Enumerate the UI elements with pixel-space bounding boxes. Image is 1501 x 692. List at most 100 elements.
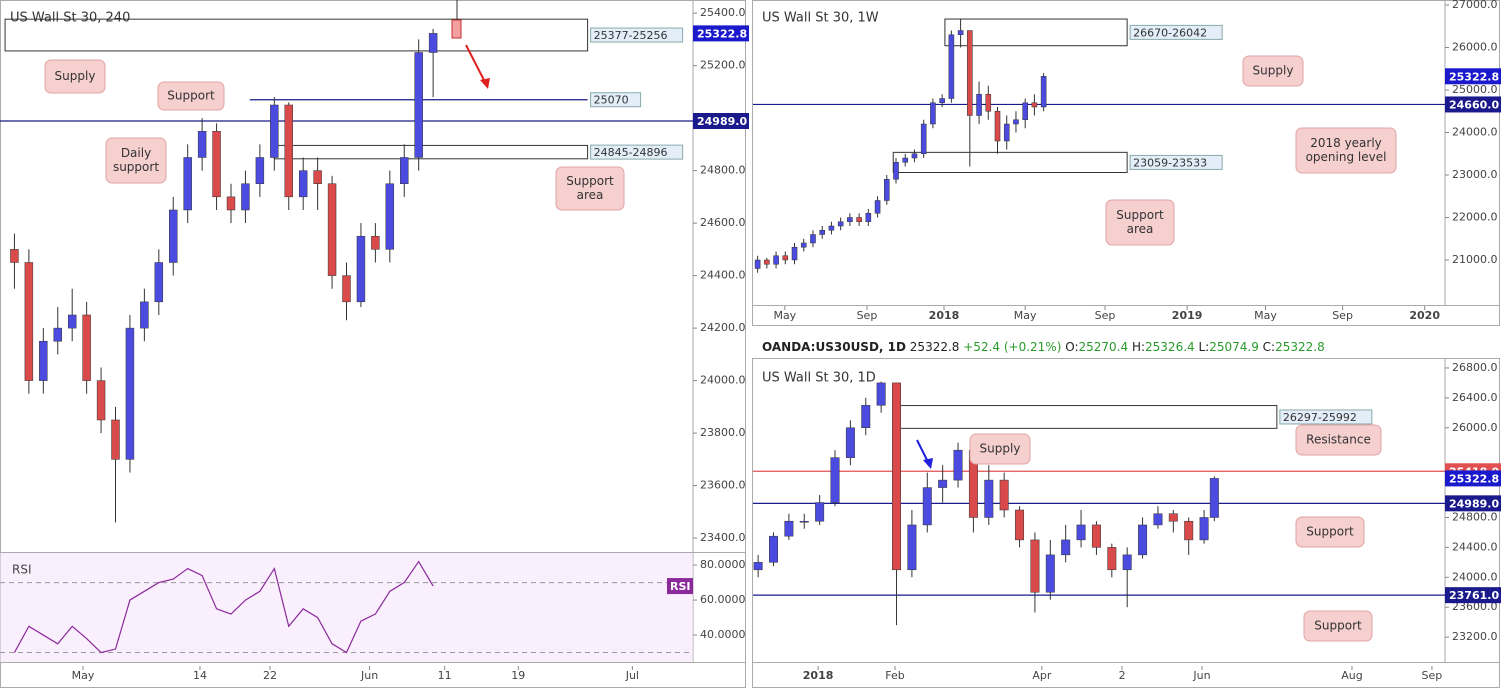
x-tick-label: Sep: [1332, 309, 1353, 322]
candle-body: [782, 255, 789, 261]
candle-body: [270, 104, 279, 158]
candle-body: [994, 111, 1001, 142]
candle-body: [1138, 524, 1148, 556]
last-price-label: 25322.8: [697, 27, 747, 40]
callout: [555, 166, 625, 211]
zone: [4, 18, 589, 52]
callout: [1303, 610, 1373, 642]
y-tick-label: 24000.0: [700, 374, 746, 387]
candle-body: [753, 562, 763, 571]
zone-label: 24845-24896: [594, 146, 668, 159]
candle-body: [96, 380, 106, 421]
x-tick-label: May: [1014, 309, 1037, 322]
candle-body: [400, 157, 409, 184]
x-tick-label: Sep: [1095, 309, 1116, 322]
candle-body: [356, 235, 366, 303]
callout: [1295, 424, 1382, 456]
candle-body: [1153, 513, 1163, 526]
zone-label-box: [1129, 24, 1223, 40]
candle-body: [883, 179, 890, 201]
candle-body: [856, 217, 862, 222]
callout-text: area: [1127, 222, 1154, 236]
candle-body: [414, 52, 423, 158]
price-tag: [1445, 587, 1501, 604]
candle-body: [892, 382, 902, 571]
candle-body: [784, 520, 794, 537]
zone-label-box: [590, 27, 684, 43]
candle-body: [327, 183, 337, 276]
candle-body: [255, 157, 265, 184]
candle-body: [226, 196, 236, 211]
x-tick-label: 14: [193, 669, 207, 682]
change: +52.4 (+0.21%): [963, 340, 1061, 354]
candle-body: [865, 212, 872, 222]
callout: [105, 137, 167, 184]
candle-body: [769, 535, 778, 563]
rsi-tag: [667, 578, 693, 595]
candle-body: [342, 275, 351, 303]
y-tick-label: 24000.0: [1452, 126, 1498, 139]
candle-body: [819, 229, 825, 235]
candle-body: [1107, 547, 1117, 571]
candle-body: [428, 33, 438, 53]
x-tick-label: Aug: [1341, 669, 1362, 682]
x-tick-label: May: [72, 669, 95, 682]
callout: [1295, 516, 1365, 548]
callout-text: Supply: [55, 69, 96, 83]
x-tick-label: May: [773, 309, 796, 322]
level-label-box: [590, 92, 642, 108]
last-price-label: 25322.8: [1449, 70, 1499, 83]
candle-body: [385, 183, 395, 250]
candle-body: [154, 262, 164, 303]
y-tick-label: 23800.0: [700, 426, 746, 439]
last-price-tag: [693, 25, 749, 42]
candle-body: [140, 301, 149, 329]
candle-body: [920, 123, 927, 155]
callout-text: Support: [1306, 525, 1354, 539]
x-tick-label: Jul: [625, 669, 639, 682]
candle-body: [953, 449, 963, 481]
arrow-head: [480, 78, 490, 89]
x-tick-label: 2018: [929, 309, 960, 322]
candle-body: [1184, 520, 1194, 541]
callout-text: 2018 yearly: [1310, 136, 1382, 150]
candle-body: [1030, 539, 1040, 593]
y-tick-label: 60.0000: [700, 593, 746, 606]
x-tick-label: Feb: [885, 669, 904, 682]
chart-title: US Wall St 30, 240: [10, 11, 130, 26]
panel-frame: [752, 0, 1500, 326]
candle-body: [1091, 524, 1101, 548]
candle-body: [773, 255, 779, 265]
candle-body: [1040, 76, 1047, 108]
candle-body: [183, 157, 192, 211]
candle-body: [24, 262, 34, 381]
candle-body: [125, 327, 135, 460]
callout: [44, 59, 106, 94]
candle-body: [976, 94, 982, 116]
price-tag: [693, 113, 749, 130]
x-tick-label: 19: [511, 669, 525, 682]
x-tick-label: Apr: [1032, 669, 1052, 682]
y-tick-label: 27000.0: [1452, 0, 1498, 11]
x-tick-label: 22: [263, 669, 277, 682]
candle-body: [1199, 517, 1209, 541]
zone-label-box: [1129, 154, 1223, 170]
callout-text: Support: [167, 89, 215, 103]
arrow-head: [923, 458, 933, 469]
candle-body: [967, 30, 973, 116]
y-tick-label: 24800.0: [1452, 510, 1498, 523]
candle-body: [1015, 509, 1025, 541]
candle-body: [907, 524, 917, 571]
rsi-band: [0, 553, 693, 662]
candle-body: [815, 502, 825, 522]
x-tick-label: Sep: [857, 309, 878, 322]
price-tag-label: 24660.0: [1449, 98, 1499, 111]
x-tick-label: 2019: [1172, 309, 1203, 322]
callout-text: opening level: [1306, 150, 1387, 164]
candle-body: [893, 162, 899, 180]
y-tick-label: 24600.0: [700, 216, 746, 229]
candle-body: [985, 94, 992, 112]
x-tick-label: 2020: [1409, 309, 1440, 322]
price-tag-label: 23761.0: [1449, 589, 1499, 602]
